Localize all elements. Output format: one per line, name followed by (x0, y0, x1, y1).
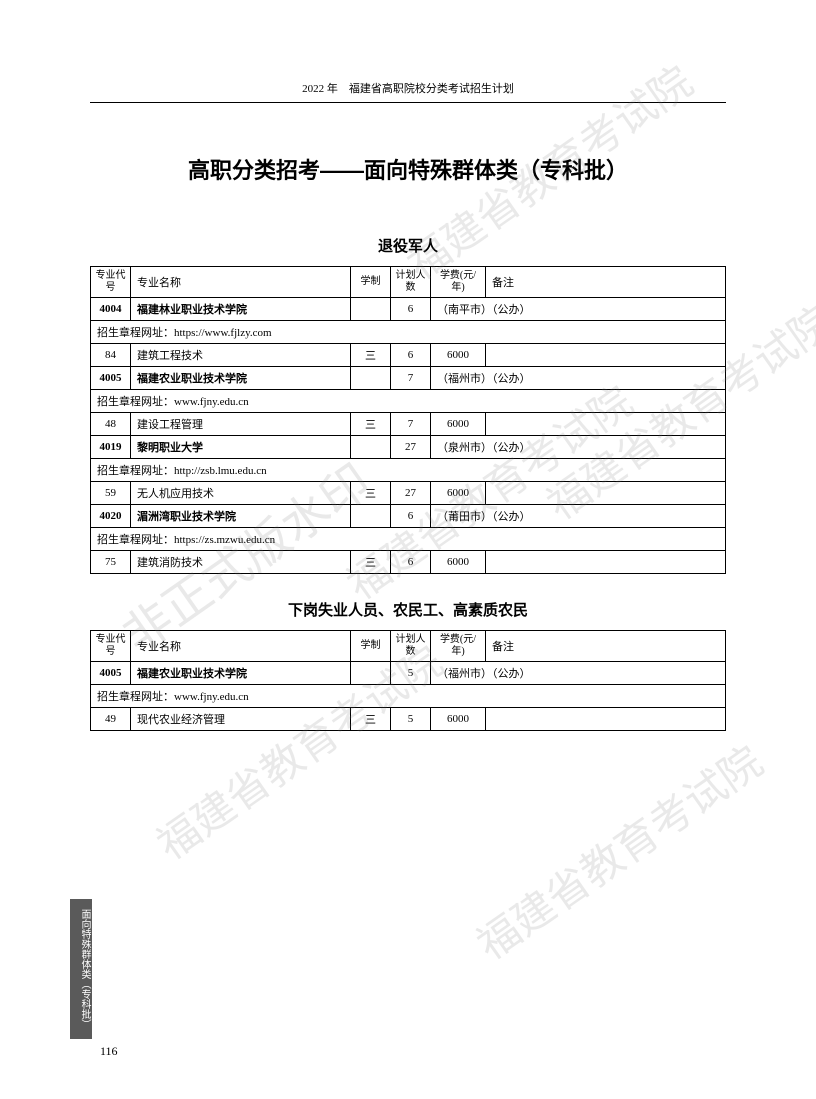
col-header-fee: 学费(元/年) (431, 631, 486, 662)
major-row: 48建设工程管理三76000 (91, 413, 726, 436)
school-plan: 6 (391, 298, 431, 321)
school-code: 4004 (91, 298, 131, 321)
major-note (486, 482, 726, 505)
major-code: 48 (91, 413, 131, 436)
major-note (486, 413, 726, 436)
school-code: 4005 (91, 662, 131, 685)
col-header-code: 专业代号 (91, 267, 131, 298)
major-duration: 三 (351, 551, 391, 574)
main-title: 高职分类招考——面向特殊群体类（专科批） (90, 153, 726, 185)
major-name: 建设工程管理 (131, 413, 351, 436)
major-code: 84 (91, 344, 131, 367)
page-number: 116 (100, 1044, 118, 1059)
major-plan: 27 (391, 482, 431, 505)
url-row: 招生章程网址：https://www.fjlzy.com (91, 321, 726, 344)
major-fee: 6000 (431, 708, 486, 731)
col-header-plan: 计划人数 (391, 267, 431, 298)
major-code: 49 (91, 708, 131, 731)
school-code: 4019 (91, 436, 131, 459)
major-duration: 三 (351, 344, 391, 367)
major-duration: 三 (351, 482, 391, 505)
school-code: 4005 (91, 367, 131, 390)
school-name: 福建农业职业技术学院 (131, 662, 351, 685)
enrollment-table: 专业代号专业名称学制计划人数学费(元/年)备注4004福建林业职业技术学院6（南… (90, 266, 726, 574)
col-header-note: 备注 (486, 631, 726, 662)
major-plan: 6 (391, 344, 431, 367)
major-note (486, 551, 726, 574)
school-row: 4004福建林业职业技术学院 6（南平市）（公办） (91, 298, 726, 321)
admission-url: 招生章程网址：https://www.fjlzy.com (91, 321, 726, 344)
major-fee: 6000 (431, 482, 486, 505)
major-row: 84建筑工程技术三66000 (91, 344, 726, 367)
major-plan: 6 (391, 551, 431, 574)
school-plan: 27 (391, 436, 431, 459)
major-duration: 三 (351, 413, 391, 436)
url-row: 招生章程网址：http://zsb.lmu.edu.cn (91, 459, 726, 482)
major-note (486, 708, 726, 731)
school-name: 湄洲湾职业技术学院 (131, 505, 351, 528)
school-plan: 7 (391, 367, 431, 390)
school-note: （福州市）（公办） (431, 367, 726, 390)
section-title: 退役军人 (90, 235, 726, 256)
side-tab: 面向特殊群体类（专科批） (70, 899, 92, 1039)
major-name: 建筑工程技术 (131, 344, 351, 367)
admission-url: 招生章程网址：https://zs.mzwu.edu.cn (91, 528, 726, 551)
school-name: 福建林业职业技术学院 (131, 298, 351, 321)
major-duration: 三 (351, 708, 391, 731)
school-note: （南平市）（公办） (431, 298, 726, 321)
col-header-name: 专业名称 (131, 267, 351, 298)
page-header: 2022 年 福建省高职院校分类考试招生计划 (90, 80, 726, 103)
col-header-code: 专业代号 (91, 631, 131, 662)
cell-empty (351, 298, 391, 321)
col-header-duration: 学制 (351, 267, 391, 298)
major-note (486, 344, 726, 367)
admission-url: 招生章程网址：www.fjny.edu.cn (91, 390, 726, 413)
cell-empty (351, 505, 391, 528)
major-row: 59无人机应用技术三276000 (91, 482, 726, 505)
admission-url: 招生章程网址：www.fjny.edu.cn (91, 685, 726, 708)
school-name: 福建农业职业技术学院 (131, 367, 351, 390)
col-header-note: 备注 (486, 267, 726, 298)
school-note: （莆田市）（公办） (431, 505, 726, 528)
cell-empty (351, 367, 391, 390)
url-row: 招生章程网址：https://zs.mzwu.edu.cn (91, 528, 726, 551)
major-fee: 6000 (431, 551, 486, 574)
school-row: 4005福建农业职业技术学院 7（福州市）（公办） (91, 367, 726, 390)
major-plan: 7 (391, 413, 431, 436)
col-header-plan: 计划人数 (391, 631, 431, 662)
school-name: 黎明职业大学 (131, 436, 351, 459)
col-header-fee: 学费(元/年) (431, 267, 486, 298)
major-fee: 6000 (431, 413, 486, 436)
major-name: 建筑消防技术 (131, 551, 351, 574)
admission-url: 招生章程网址：http://zsb.lmu.edu.cn (91, 459, 726, 482)
school-note: （泉州市）（公办） (431, 436, 726, 459)
major-row: 75建筑消防技术三66000 (91, 551, 726, 574)
major-plan: 5 (391, 708, 431, 731)
cell-empty (351, 662, 391, 685)
major-row: 49现代农业经济管理三56000 (91, 708, 726, 731)
school-row: 4020湄洲湾职业技术学院 6（莆田市）（公办） (91, 505, 726, 528)
school-row: 4005福建农业职业技术学院 5（福州市）（公办） (91, 662, 726, 685)
major-name: 无人机应用技术 (131, 482, 351, 505)
major-code: 75 (91, 551, 131, 574)
school-note: （福州市）（公办） (431, 662, 726, 685)
school-plan: 5 (391, 662, 431, 685)
section-title: 下岗失业人员、农民工、高素质农民 (90, 599, 726, 620)
cell-empty (351, 436, 391, 459)
major-code: 59 (91, 482, 131, 505)
col-header-duration: 学制 (351, 631, 391, 662)
school-plan: 6 (391, 505, 431, 528)
enrollment-table: 专业代号专业名称学制计划人数学费(元/年)备注 4005福建农业职业技术学院 5（福… (90, 630, 726, 731)
school-code: 4020 (91, 505, 131, 528)
url-row: 招生章程网址：www.fjny.edu.cn (91, 390, 726, 413)
major-name: 现代农业经济管理 (131, 708, 351, 731)
url-row: 招生章程网址：www.fjny.edu.cn (91, 685, 726, 708)
major-fee: 6000 (431, 344, 486, 367)
school-row: 4019黎明职业大学 27（泉州市）（公办） (91, 436, 726, 459)
col-header-name: 专业名称 (131, 631, 351, 662)
